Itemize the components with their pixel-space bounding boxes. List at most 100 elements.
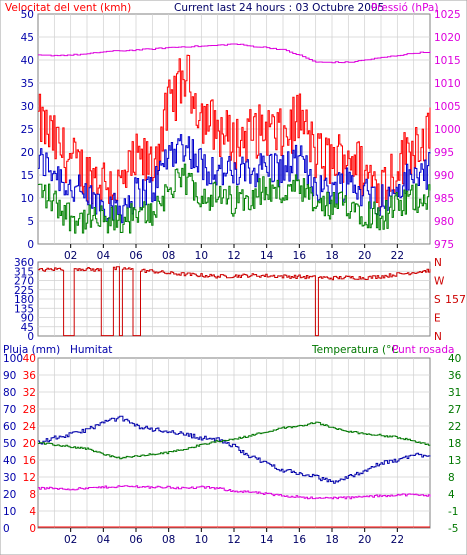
temperature-line: [38, 421, 431, 460]
temperature-y-tick-label: 40: [448, 353, 461, 365]
rain-y-tick-label: 4: [29, 506, 36, 518]
direction-y-tick-label: 360: [14, 257, 34, 269]
pressure-y-tick-label: 1000: [434, 124, 461, 136]
temperature-title: Temperatura (°C: [311, 344, 399, 356]
climate-x-label: 12: [227, 534, 240, 546]
direction-compass-s: S: [434, 294, 441, 306]
wind-gust-line: [38, 54, 431, 212]
humidity-y-tick-label: 100: [3, 353, 23, 365]
wind-x-label: 22: [391, 250, 404, 262]
rain-y-tick-label: 32: [23, 387, 36, 399]
pressure-y-tick-label: 1020: [434, 32, 461, 44]
climate-x-label: 18: [325, 534, 338, 546]
pressure-y-tick-label: 990: [434, 170, 454, 182]
direction-compass-e: E: [434, 313, 441, 325]
climate-x-label: 08: [162, 534, 175, 546]
direction-y-tick-label: 270: [14, 276, 34, 288]
series-layer: [38, 43, 431, 528]
climate-x-label: 16: [293, 534, 307, 546]
wind-minimum-line: [38, 163, 431, 234]
wind-x-label: 02: [64, 250, 77, 262]
climate-x-label: 10: [195, 534, 208, 546]
rain-y-tick-label: 8: [29, 489, 36, 501]
temperature-y-tick-label: 4: [448, 489, 455, 501]
wind-x-label: 18: [325, 250, 338, 262]
wind-x-label: 04: [97, 250, 111, 262]
direction-compass-n: N: [434, 257, 442, 269]
direction-y-tick-label: 0: [27, 331, 34, 343]
rain-y-tick-label: 36: [23, 370, 37, 382]
pressure-y-tick-label: 1010: [434, 78, 461, 90]
humidity-y-tick-label: 70: [3, 404, 16, 416]
humidity-y-tick-label: 90: [3, 370, 16, 382]
direction-compass-n: N: [434, 331, 442, 343]
pressure-line: [38, 43, 431, 64]
wind-y-tick-label: 5: [27, 216, 34, 228]
humidity-title: Humitat: [70, 344, 112, 356]
direction-y-tick-label: 180: [14, 294, 34, 306]
humidity-y-tick-label: 20: [3, 489, 16, 501]
direction-y-tick-label: 45: [21, 322, 34, 334]
wind-direction-line: [38, 266, 431, 337]
wind-y-tick-label: 25: [21, 124, 34, 136]
rain-y-tick-label: 40: [23, 353, 36, 365]
dewpoint-title: Punt rosada: [392, 344, 454, 356]
pressure-y-tick-label: 1015: [434, 55, 461, 67]
direction-y-tick-label: 315: [14, 266, 34, 278]
wind-y-tick-label: 0: [27, 239, 34, 251]
humidity-y-tick-label: 0: [3, 523, 10, 535]
rain-y-tick-label: 20: [23, 438, 36, 450]
temperature-y-tick-label: 31: [448, 387, 461, 399]
direction-y-tick-label: 225: [14, 285, 34, 297]
humidity-y-tick-label: 60: [3, 421, 16, 433]
current-direction-value: 157: [445, 293, 466, 306]
wind-y-tick-label: 40: [21, 55, 34, 67]
chart-title: Current last 24 hours : 03 Octubre 2005: [174, 2, 384, 14]
climate-x-label: 06: [129, 534, 143, 546]
pressure-y-tick-label: 975: [434, 239, 454, 251]
humidity-y-tick-label: 10: [3, 506, 16, 518]
climate-x-label: 04: [97, 534, 111, 546]
pressure-y-tick-label: 1025: [434, 9, 461, 21]
temperature-y-tick-label: 36: [448, 370, 462, 382]
direction-y-tick-label: 90: [21, 313, 34, 325]
wind-x-label: 16: [293, 250, 307, 262]
direction-y-tick-label: 135: [14, 303, 34, 315]
pressure-y-tick-label: 985: [434, 193, 454, 205]
temperature-y-tick-label: 13: [448, 455, 461, 467]
climate-x-label: 20: [358, 534, 371, 546]
dewpoint-line: [38, 485, 431, 500]
rain-y-tick-label: 28: [23, 404, 36, 416]
wind-x-label: 08: [162, 250, 175, 262]
temperature-y-tick-label: -1: [448, 506, 458, 518]
pressure-y-tick-label: 1005: [434, 101, 461, 113]
temperature-y-tick-label: 22: [448, 421, 461, 433]
direction-compass-w: W: [434, 276, 445, 288]
wind-speed-title: Velocitat del vent (kmh): [5, 2, 131, 14]
temperature-y-tick-label: -5: [448, 523, 458, 535]
rain-y-tick-label: 12: [23, 472, 36, 484]
wind-average-line: [38, 134, 431, 224]
climate-x-label: 22: [391, 534, 404, 546]
wind-x-label: 14: [260, 250, 274, 262]
humidity-y-tick-label: 80: [3, 387, 16, 399]
wind-y-tick-label: 10: [21, 193, 34, 205]
humidity-y-tick-label: 40: [3, 455, 16, 467]
temperature-y-tick-label: 18: [448, 438, 461, 450]
wind-x-label: 12: [227, 250, 240, 262]
wind-y-tick-label: 20: [21, 147, 34, 159]
wind-x-label: 10: [195, 250, 208, 262]
rain-y-tick-label: 0: [29, 523, 36, 535]
humidity-y-tick-label: 50: [3, 438, 16, 450]
humidity-line: [38, 415, 431, 484]
pressure-y-tick-label: 995: [434, 147, 454, 159]
rain-y-tick-label: 24: [23, 421, 37, 433]
wind-y-tick-label: 35: [21, 78, 34, 90]
rain-title: Pluja (mm): [3, 344, 60, 356]
wind-y-tick-label: 50: [21, 9, 34, 21]
climate-x-label: 02: [64, 534, 77, 546]
rain-y-tick-label: 16: [23, 455, 37, 467]
wind-x-label: 20: [358, 250, 371, 262]
axes-layer: 0510152025303540455097598098599099510001…: [3, 9, 462, 546]
